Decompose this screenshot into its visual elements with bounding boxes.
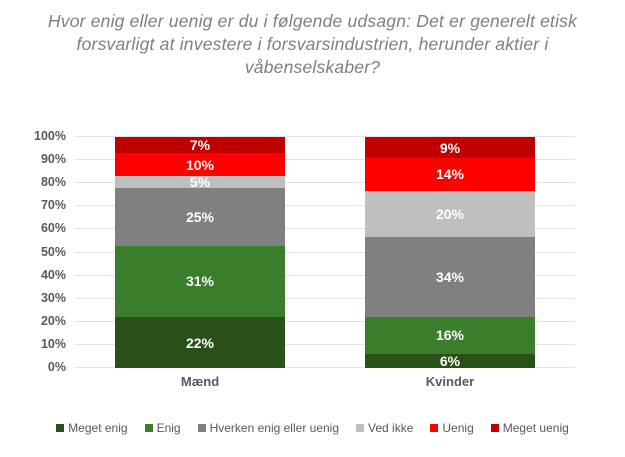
- y-axis-tick-label: 100%: [34, 129, 66, 143]
- category-label: Kvinder: [425, 374, 475, 389]
- bar-segment: 22%: [115, 317, 285, 368]
- gridline: [75, 343, 575, 345]
- legend-swatch-icon: [430, 424, 439, 432]
- gridline: [75, 297, 575, 299]
- legend-item: Meget enig: [56, 421, 128, 435]
- legend-label: Meget uenig: [502, 421, 569, 435]
- bar-segment: 20%: [365, 190, 535, 238]
- legend-item: Ved ikke: [356, 421, 413, 435]
- y-axis-tick-label: 30%: [40, 290, 66, 305]
- y-axis-tick-label: 10%: [40, 336, 66, 351]
- category-label: Mænd: [180, 374, 220, 389]
- gridline: [75, 367, 575, 368]
- bar-segment: 25%: [115, 187, 285, 246]
- data-label: 9%: [439, 139, 461, 156]
- bar-segment: 5%: [115, 174, 285, 191]
- data-label: 31%: [185, 273, 215, 290]
- data-label: 16%: [435, 327, 465, 344]
- data-label: 34%: [435, 269, 465, 285]
- legend-swatch-icon: [490, 424, 499, 432]
- data-label: 10%: [185, 156, 215, 173]
- legend-item: Meget uenig: [490, 421, 569, 435]
- y-axis-tick-label: 50%: [40, 244, 66, 259]
- gridline: [75, 205, 575, 207]
- y-axis-tick-label: 0%: [47, 360, 66, 374]
- stacked-bar-mænd: 22% 31% 25% 5% 10% 7%: [115, 137, 285, 368]
- data-label: 25%: [185, 208, 215, 225]
- stacked-bar-kvinder: 6% 16% 34% 20% 14% 9%: [365, 137, 535, 369]
- y-axis-tick-label: 20%: [40, 313, 66, 328]
- y-axis-tick-label: 70%: [40, 198, 66, 213]
- legend-label: Ved ikke: [368, 421, 414, 435]
- legend: Meget enig Enig Hverken enig eller uenig Ve…: [0, 421, 625, 435]
- y-axis-tick-label: 40%: [40, 267, 66, 282]
- y-axis-tick-label: 60%: [40, 221, 66, 236]
- plot-area: 22% 31% 25% 5% 10% 7% 6% 16% 34% 20% 14% 9%: [75, 136, 575, 369]
- legend-label: Meget enig: [68, 421, 128, 435]
- y-axis-tick-label: 90%: [40, 152, 66, 167]
- legend-item: Uenig: [430, 421, 474, 435]
- legend-swatch-icon: [144, 424, 153, 432]
- gridline: [75, 320, 575, 322]
- bar-segment: 6%: [365, 353, 535, 369]
- bar-segment: 14%: [365, 158, 535, 191]
- data-label: 7%: [189, 137, 211, 154]
- bar-segment: 34%: [365, 237, 535, 317]
- bar-segment: 10%: [115, 153, 285, 177]
- y-axis: 0% 10% 20% 30% 40% 50% 60% 70% 80% 90% 100%: [0, 129, 66, 374]
- legend-label: Enig: [156, 421, 181, 435]
- gridline: [75, 228, 575, 230]
- gridline: [75, 182, 575, 184]
- legend-item: Enig: [144, 421, 181, 435]
- bar-segment: 31%: [115, 245, 285, 318]
- legend-label: Uenig: [442, 421, 474, 435]
- y-axis-tick-label: 80%: [40, 175, 66, 190]
- data-label: 20%: [435, 206, 465, 223]
- chart-title: Hvor enig eller uenig er du i følgende u…: [47, 11, 578, 77]
- legend-label: Hverken enig eller uenig: [209, 421, 340, 435]
- gridline: [75, 159, 575, 161]
- data-label: 6%: [439, 353, 461, 369]
- gridline: [75, 274, 575, 276]
- gridline: [75, 136, 575, 137]
- legend-swatch-icon: [56, 424, 65, 432]
- data-label: 14%: [435, 166, 465, 183]
- legend-item: Hverken enig eller uenig: [197, 421, 340, 435]
- legend-swatch-icon: [197, 424, 206, 432]
- data-label: 5%: [189, 174, 211, 191]
- bar-segment: 16%: [365, 316, 535, 354]
- data-label: 22%: [185, 334, 215, 351]
- x-axis: Mænd Kvinder: [75, 374, 575, 394]
- legend-swatch-icon: [356, 424, 365, 432]
- bar-segment: 7%: [115, 137, 285, 154]
- gridline: [75, 251, 575, 253]
- bar-segment: 9%: [365, 137, 535, 159]
